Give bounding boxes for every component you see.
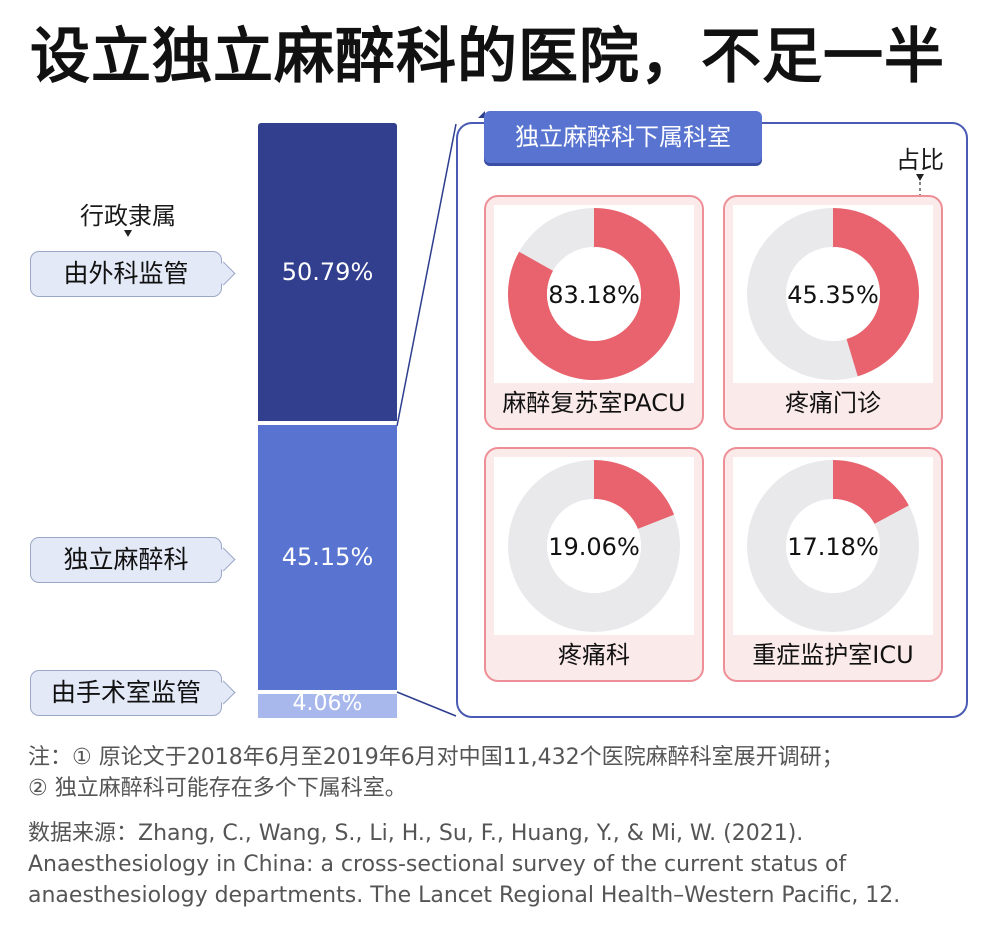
donut-card: 19.06% 疼痛科 [484,447,704,682]
panel-ratio-header: 占比 [896,146,944,174]
donut-category-label: 疼痛科 [558,641,630,669]
callout-or-label: 由手术室监管 [50,678,201,707]
zoom-line-top [396,123,457,427]
note-line-1: 注：① 原论文于2018年6月至2019年6月对中国11,432个医院麻醉科室展… [28,745,844,770]
panel-tab: 独立麻醉科下属科室 [484,111,762,163]
callout-pointer-icon [211,680,236,705]
callout-independent-label: 独立麻醉科 [63,545,189,574]
donut-value-label: 17.18% [787,533,879,561]
donut-hole [547,499,641,593]
bar-value-label: 50.79% [281,258,374,286]
donut-category-label: 麻醉复苏室PACU [502,389,686,417]
donut-card: 83.18% 麻醉复苏室PACU [484,195,704,430]
donut-slice [508,208,680,380]
donut-hole [786,247,880,341]
source-citation: 数据来源：Zhang, C., Wang, S., Li, H., Su, F.… [28,821,901,908]
note-line-2: ② 独立麻醉科可能存在多个下属科室。 [28,776,407,801]
donut-chart: 45.35% [747,208,919,380]
bar-segment [258,123,397,421]
bar-segment [258,694,397,718]
callout-surgery: 由外科监管 [30,251,236,297]
donut-slice [833,460,909,524]
donut-chart: 19.06% [508,460,680,632]
donut-category-label: 重症监护室ICU [752,641,914,669]
admin-header: 行政隶属 [80,202,176,230]
bar-segment [258,425,397,690]
donut-category-label: 疼痛门诊 [785,389,881,417]
callout-surgery-label: 由外科监管 [63,259,189,288]
admin-header-arrow-icon [124,230,132,237]
tab-notch-icon [478,111,485,118]
page-title: 设立独立麻醉科的医院，不足一半 [30,22,945,92]
zoom-line-bottom [396,691,457,717]
donut-value-label: 19.06% [548,533,640,561]
callout-pointer-icon [211,547,236,572]
donut-value-label: 45.35% [787,281,879,309]
notes: 注：① 原论文于2018年6月至2019年6月对中国11,432个医院麻醉科室展… [28,742,978,804]
bar-value-label: 45.15% [281,542,374,571]
donut-value-label: 83.18% [548,281,640,309]
donut-chart: 17.18% [747,460,919,632]
donut-slice [833,208,919,377]
donut-hole [547,247,641,341]
donut-card: 17.18% 重症监护室ICU [723,447,943,682]
donut-card: 45.35% 疼痛门诊 [723,195,943,430]
donut-hole [786,499,880,593]
bar-value-label: 4.06% [292,691,363,716]
callout-or: 由手术室监管 [30,670,236,716]
donut-slice [594,460,675,529]
donut-chart: 83.18% [508,208,680,380]
callout-independent: 独立麻醉科 [30,537,236,583]
panel-ratio-arrow-icon [916,174,924,181]
callout-pointer-icon [211,261,236,286]
